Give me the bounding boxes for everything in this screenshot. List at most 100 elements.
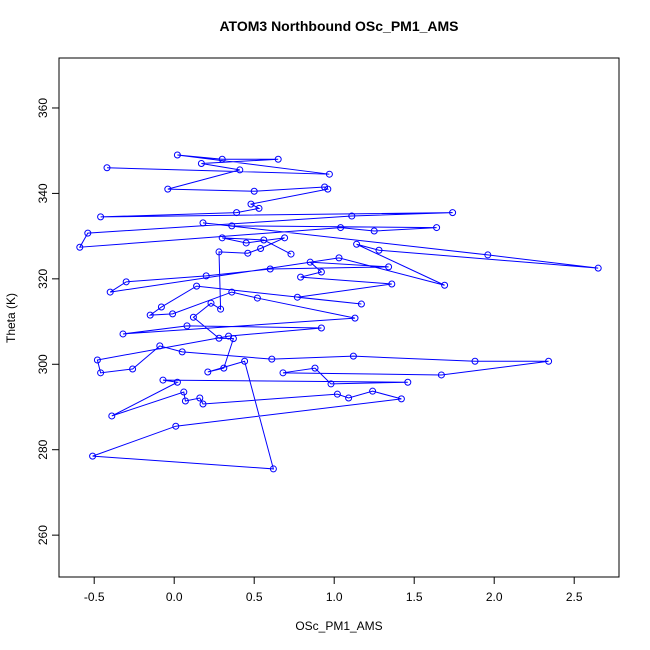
point xyxy=(89,452,97,460)
y-tick-label: 360 xyxy=(36,98,50,118)
x-tick-label: 0.5 xyxy=(246,590,263,604)
point xyxy=(349,352,357,360)
plot-frame xyxy=(58,57,620,578)
point xyxy=(207,299,215,307)
point xyxy=(287,250,295,258)
point xyxy=(324,185,332,193)
point xyxy=(76,243,84,251)
point xyxy=(218,155,226,163)
point xyxy=(193,282,201,290)
point xyxy=(266,265,274,273)
point xyxy=(484,251,492,259)
point xyxy=(244,249,252,257)
point xyxy=(146,311,154,319)
point xyxy=(388,280,396,288)
point xyxy=(404,378,412,386)
point xyxy=(119,330,127,338)
point xyxy=(327,380,335,388)
chart-title: ATOM3 Northbound OSc_PM1_AMS xyxy=(219,18,458,34)
point xyxy=(233,209,241,217)
point xyxy=(370,227,378,235)
point xyxy=(353,240,361,248)
point xyxy=(173,151,181,159)
point xyxy=(159,376,167,384)
point xyxy=(333,390,341,398)
point xyxy=(594,264,602,272)
point xyxy=(337,224,345,232)
point xyxy=(202,272,210,280)
point xyxy=(197,160,205,168)
point xyxy=(250,187,258,195)
point xyxy=(471,357,479,365)
point xyxy=(335,254,343,262)
point xyxy=(253,294,261,302)
point xyxy=(375,246,383,254)
x-tick-label: 1.0 xyxy=(326,590,343,604)
x-tick-label: 0.0 xyxy=(166,590,183,604)
point xyxy=(433,224,441,232)
point xyxy=(274,155,282,163)
point xyxy=(260,236,268,244)
point xyxy=(228,222,236,230)
series-line xyxy=(78,154,599,470)
point xyxy=(218,234,226,242)
point xyxy=(199,219,207,227)
point xyxy=(106,288,114,296)
point xyxy=(129,365,137,373)
point xyxy=(103,164,111,172)
point xyxy=(215,248,223,256)
point xyxy=(236,166,244,174)
point xyxy=(196,394,204,402)
point xyxy=(369,387,377,395)
x-tick-label: -0.5 xyxy=(84,590,105,604)
point xyxy=(311,364,319,372)
point xyxy=(204,368,212,376)
point xyxy=(181,397,189,405)
point xyxy=(247,200,255,208)
point xyxy=(385,263,393,271)
point xyxy=(242,239,250,247)
y-tick-label: 320 xyxy=(36,269,50,289)
point xyxy=(173,378,181,386)
x-axis-label: OSc_PM1_AMS xyxy=(295,619,382,633)
point xyxy=(228,288,236,296)
point xyxy=(545,357,553,365)
point xyxy=(97,213,105,221)
point xyxy=(215,334,223,342)
point xyxy=(220,364,228,372)
point xyxy=(157,303,165,311)
point xyxy=(178,348,186,356)
point xyxy=(93,356,101,364)
point xyxy=(180,388,188,396)
point xyxy=(199,400,207,408)
point xyxy=(122,278,130,286)
y-axis-label: Theta (K) xyxy=(4,293,18,343)
point xyxy=(97,369,105,377)
point xyxy=(257,245,265,253)
point xyxy=(84,229,92,237)
point xyxy=(164,185,172,193)
point xyxy=(268,355,276,363)
x-tick-label: 2.5 xyxy=(566,590,583,604)
y-tick-label: 300 xyxy=(36,354,50,374)
y-tick-label: 280 xyxy=(36,439,50,459)
point xyxy=(348,212,356,220)
point xyxy=(172,422,180,430)
point xyxy=(281,234,289,242)
point xyxy=(293,293,301,301)
point xyxy=(108,412,116,420)
point xyxy=(317,268,325,276)
point xyxy=(441,281,449,289)
x-tick-label: 2.0 xyxy=(486,590,503,604)
point xyxy=(229,335,237,343)
point xyxy=(306,258,314,266)
point xyxy=(217,305,225,313)
point xyxy=(449,209,457,217)
point xyxy=(351,314,359,322)
point xyxy=(169,310,177,318)
y-tick-label: 340 xyxy=(36,183,50,203)
point xyxy=(255,204,263,212)
y-tick-label: 260 xyxy=(36,525,50,545)
point xyxy=(241,357,249,365)
